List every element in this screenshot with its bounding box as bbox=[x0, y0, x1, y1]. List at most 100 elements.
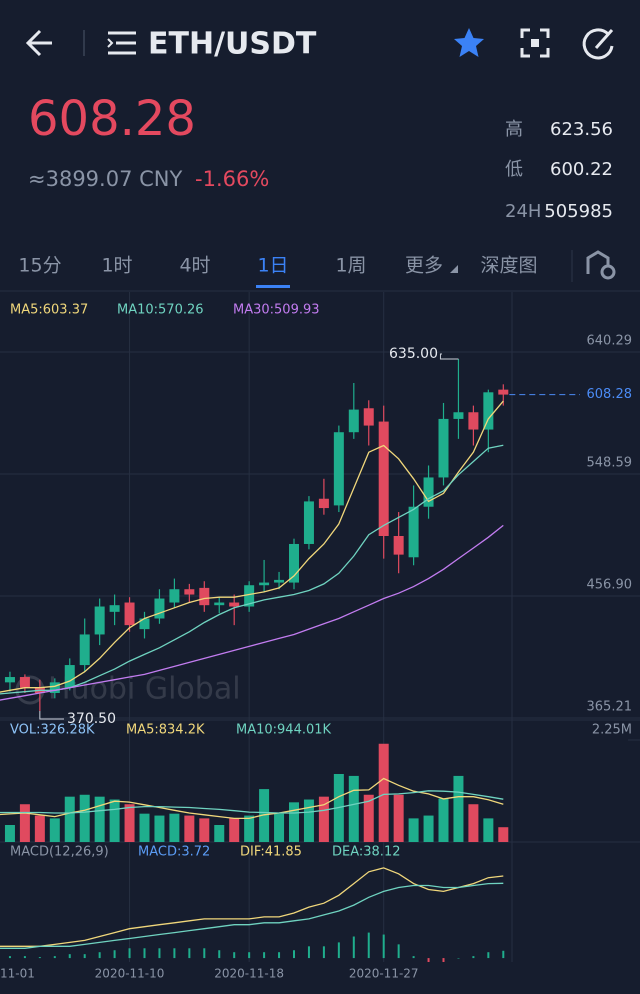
candle-body bbox=[124, 602, 135, 626]
stat-label: 低 bbox=[505, 159, 523, 180]
y-tick-label: 548.59 bbox=[587, 456, 633, 471]
tab-underline bbox=[256, 285, 290, 288]
stat-label: 高 bbox=[505, 119, 523, 140]
y-tick-label: 640.29 bbox=[587, 334, 633, 349]
legend-item: MA10:944.01K bbox=[236, 723, 332, 738]
volume-bar bbox=[49, 818, 60, 842]
back-button[interactable] bbox=[25, 29, 52, 57]
stat-label: 24H bbox=[505, 201, 541, 222]
volume-bar bbox=[79, 794, 90, 842]
macd-bar bbox=[382, 934, 385, 959]
macd-bar bbox=[367, 932, 370, 959]
volume-bar bbox=[348, 775, 359, 842]
candle-body bbox=[289, 543, 299, 583]
candle-body bbox=[333, 432, 344, 506]
volume-bar bbox=[259, 789, 270, 842]
candle-body bbox=[408, 506, 419, 558]
menu-icon[interactable] bbox=[107, 31, 136, 55]
macd-bar bbox=[113, 950, 116, 959]
y-tick-label: 365.21 bbox=[587, 700, 633, 715]
tab[interactable]: 1周 bbox=[335, 255, 366, 277]
legend-item: VOL:326.28K bbox=[10, 723, 95, 738]
macd-bar bbox=[278, 952, 281, 959]
x-tick-label: 11-01 bbox=[0, 967, 35, 981]
candle-body bbox=[229, 602, 240, 607]
macd-bar bbox=[98, 952, 101, 959]
candle-body bbox=[498, 389, 509, 395]
volume-bar bbox=[214, 825, 225, 842]
volume-bar bbox=[124, 804, 135, 842]
legend-item: MA30:509.93 bbox=[233, 303, 320, 318]
volume-bar bbox=[184, 815, 195, 842]
tab[interactable]: 15分 bbox=[18, 255, 61, 277]
macd-bar bbox=[457, 958, 460, 959]
cny-price: ≈3899.07 CNY bbox=[28, 167, 182, 191]
stat-value: 505985 bbox=[544, 201, 613, 222]
screenshot-button[interactable] bbox=[520, 28, 550, 58]
high-pointer bbox=[439, 353, 459, 360]
candle-body bbox=[378, 421, 389, 536]
volume-bar bbox=[154, 815, 165, 842]
volume-bar bbox=[408, 818, 419, 842]
tab[interactable]: 更多 bbox=[405, 255, 443, 277]
low-pointer bbox=[39, 710, 64, 720]
candle-body bbox=[393, 535, 404, 555]
volume-bar bbox=[274, 813, 285, 842]
macd-bar bbox=[83, 954, 86, 959]
candle-body bbox=[139, 618, 150, 630]
macd-title: MACD(12,26,9) bbox=[10, 845, 109, 860]
x-tick-label: 2020-11-10 bbox=[95, 967, 165, 981]
low-label: 370.50 bbox=[67, 711, 116, 727]
volume-bar bbox=[438, 798, 449, 842]
tab[interactable]: 1日 bbox=[257, 255, 288, 277]
change-percent: -1.66% bbox=[195, 167, 269, 191]
candle-body bbox=[483, 392, 494, 430]
candle-body bbox=[423, 477, 434, 507]
x-tick-label: 2020-11-27 bbox=[349, 967, 419, 981]
legend-item: MACD:3.72 bbox=[138, 845, 210, 860]
candle-body bbox=[318, 498, 329, 509]
candle-body bbox=[19, 677, 30, 688]
candle-body bbox=[438, 418, 449, 478]
more-caret bbox=[450, 265, 458, 273]
indicator-settings[interactable] bbox=[586, 250, 616, 280]
macd-bar bbox=[487, 952, 490, 959]
volume-bar bbox=[4, 825, 15, 842]
favorite-star[interactable] bbox=[454, 28, 484, 57]
macd-bar bbox=[128, 948, 131, 959]
macd-bar bbox=[442, 958, 445, 962]
refresh-button[interactable] bbox=[582, 28, 614, 60]
volume-bar bbox=[363, 794, 374, 842]
tab[interactable]: 4时 bbox=[179, 255, 210, 277]
candle-body bbox=[94, 606, 105, 635]
candle-body bbox=[259, 582, 270, 586]
y-tick-label: 456.90 bbox=[587, 578, 633, 593]
macd-bar bbox=[337, 942, 340, 959]
y-tick-label: 2.25M bbox=[592, 723, 632, 738]
macd-bar bbox=[472, 956, 475, 959]
volume-bar bbox=[199, 818, 210, 842]
ma-line bbox=[0, 444, 504, 695]
tab[interactable]: 1时 bbox=[101, 255, 132, 277]
legend-item: DIF:41.85 bbox=[240, 845, 302, 860]
macd-bar bbox=[352, 936, 355, 959]
macd-bar bbox=[188, 948, 191, 959]
last-price: 608.28 bbox=[28, 91, 196, 147]
stat-value: 600.22 bbox=[550, 159, 613, 180]
volume-ma-line bbox=[0, 790, 504, 814]
volume-bar bbox=[229, 818, 240, 842]
volume-bar bbox=[289, 802, 299, 842]
macd-bar bbox=[203, 948, 206, 959]
macd-bar bbox=[158, 948, 161, 959]
candle-body bbox=[363, 408, 374, 426]
macd-bar bbox=[293, 950, 295, 959]
macd-bar bbox=[53, 956, 56, 959]
stat-value: 623.56 bbox=[550, 119, 613, 140]
tab[interactable]: 深度图 bbox=[480, 255, 537, 277]
candle-body bbox=[169, 589, 180, 603]
legend-item: DEA:38.12 bbox=[332, 845, 401, 860]
volume-bar bbox=[19, 804, 30, 842]
volume-bar bbox=[378, 743, 389, 842]
macd-bar bbox=[412, 956, 415, 959]
macd-bar bbox=[427, 958, 430, 962]
